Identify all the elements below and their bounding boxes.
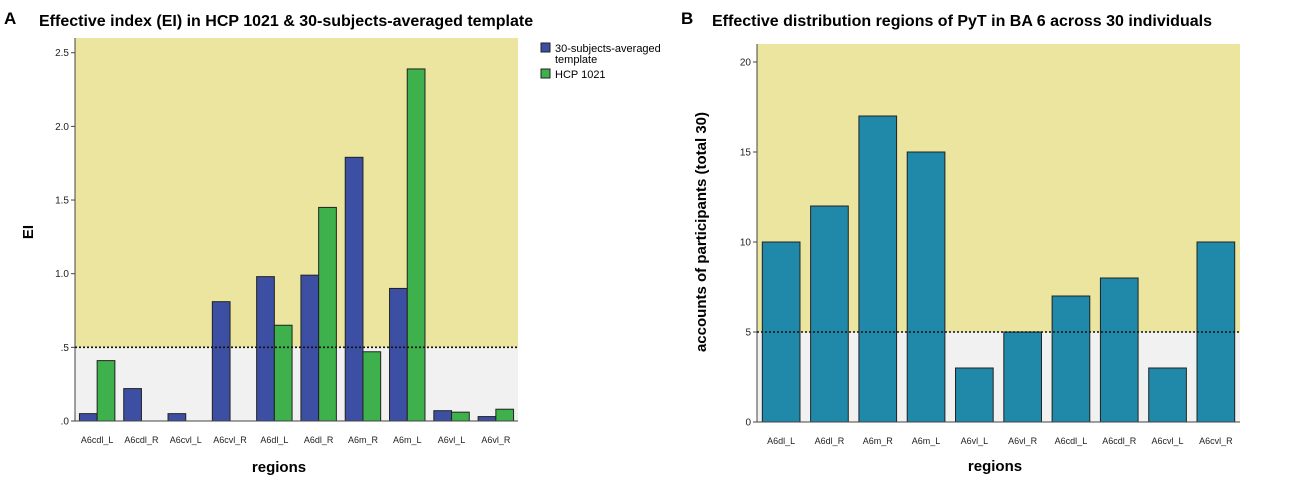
a-x-tick-label: A6vl_R	[481, 435, 511, 445]
a-bar-a6vl_l-s0	[433, 410, 453, 422]
panel-b-axes	[756, 44, 1240, 423]
a-y-tick-label: .5	[61, 343, 70, 354]
panel-b-title: Effective distribution regions of PyT in…	[712, 13, 1212, 30]
b-bar-a6cvl_l	[1148, 367, 1187, 423]
a-x-tick-label: A6vl_L	[438, 435, 466, 445]
a-bar-a6dl_l-s1	[273, 324, 293, 422]
a-bar-a6vl_r-s1	[495, 408, 515, 422]
panel-a-title: Effective index (EI) in HCP 1021 & 30-su…	[39, 13, 533, 30]
a-bar-a6vl_l-s1	[451, 411, 470, 422]
a-upper-zone	[75, 38, 518, 348]
panel-b-y-axis-title: accounts of participants (total 30)	[693, 112, 710, 352]
panel-a-x-ticks: A6cdl_L A6cdl_R A6cvl_L A6cvl_R A6dl_L A6dl_R…	[81, 435, 511, 445]
b-y-tick-label: 10	[740, 238, 752, 249]
b-bar-a6dl_r	[810, 205, 849, 423]
a-y-tick-label: .0	[61, 417, 70, 428]
panel-b-x-ticks: A6dl_L A6dl_R A6m_R A6m_L A6vl_L A6vl_R A6cdl_…	[767, 436, 1233, 446]
panel-a: A Effective index (EI) in HCP 1021 & 30-…	[4, 9, 661, 476]
b-x-tick-label: A6vl_R	[1008, 436, 1038, 446]
b-y-tick-label: 15	[740, 148, 752, 159]
b-x-tick-label: A6dl_L	[767, 436, 795, 446]
b-x-tick-label: A6dl_R	[815, 436, 845, 446]
panel-a-y-axis-title: EI	[20, 225, 37, 239]
b-x-tick-label: A6m_L	[912, 436, 941, 446]
b-x-tick-label: A6cvl_R	[1199, 436, 1233, 446]
b-bar-a6cdl_r	[1099, 277, 1139, 423]
b-x-tick-label: A6m_R	[863, 436, 894, 446]
b-bar-a6vl_l	[955, 367, 994, 423]
panel-b-x-axis-title: regions	[968, 458, 1022, 475]
panel-a-axes	[74, 38, 518, 422]
a-bar-a6m_l-s0	[389, 287, 408, 422]
a-bar-a6cdl_r-s0	[123, 388, 142, 422]
a-lower-zone	[75, 347, 518, 421]
panel-a-zones	[75, 38, 518, 421]
a-x-tick-label: A6cvl_L	[170, 435, 202, 445]
panel-a-bars	[78, 68, 515, 422]
a-x-tick-label: A6m_R	[348, 435, 379, 445]
b-bar-a6cvl_r	[1196, 241, 1236, 423]
a-bar-a6vl_r-s0	[477, 416, 497, 422]
b-bar-a6m_l	[906, 151, 946, 423]
a-x-tick-label: A6cvl_R	[213, 435, 247, 445]
b-y-tick-label: 20	[740, 58, 752, 69]
panel-b-bars	[761, 115, 1236, 423]
panel-a-letter: A	[4, 9, 16, 28]
b-y-tick-label: 0	[745, 418, 751, 429]
a-bar-a6m_r-s1	[362, 351, 382, 422]
a-bar-a6dl_r-s1	[318, 206, 337, 422]
a-bar-a6cdl_l-s0	[78, 413, 98, 422]
a-bar-a6dl_l-s0	[256, 276, 275, 422]
a-bar-a6m_l-s1	[406, 68, 426, 422]
panel-b: B Effective distribution regions of PyT …	[681, 9, 1240, 475]
legend-label-template: template	[555, 54, 597, 66]
legend-label-template: 30-subjects-averaged	[555, 43, 661, 55]
a-y-tick-label: 1.5	[55, 196, 69, 207]
panel-a-y-ticks: .0 .5 1.0 1.5 2.0 2.5	[55, 48, 75, 428]
a-bar-a6cvl_l-s0	[167, 413, 187, 422]
a-bar-a6cvl_r-s0	[211, 301, 231, 422]
b-bar-a6cdl_l	[1051, 295, 1091, 423]
panel-a-x-axis-title: regions	[252, 459, 306, 476]
legend-swatch-template	[540, 42, 551, 53]
legend-label-hcp: HCP 1021	[555, 69, 606, 81]
a-x-tick-label: A6cdl_L	[81, 435, 114, 445]
b-bar-a6vl_r	[1003, 331, 1042, 423]
a-bar-a6m_r-s0	[344, 156, 364, 422]
a-x-tick-label: A6dl_R	[304, 435, 334, 445]
a-y-tick-label: 2.5	[55, 48, 69, 59]
legend-swatch-hcp	[540, 68, 551, 79]
b-y-tick-label: 5	[745, 328, 751, 339]
a-x-tick-label: A6dl_L	[260, 435, 288, 445]
panel-b-letter: B	[681, 9, 693, 28]
b-bar-a6m_r	[858, 115, 898, 423]
b-x-tick-label: A6vl_L	[961, 436, 989, 446]
panel-b-y-ticks: 0 5 10 15 20	[740, 58, 757, 429]
a-bar-a6cdl_l-s1	[96, 360, 116, 422]
a-y-tick-label: 2.0	[55, 122, 69, 133]
b-x-tick-label: A6cvl_L	[1152, 436, 1184, 446]
a-x-tick-label: A6cdl_R	[124, 435, 159, 445]
b-x-tick-label: A6cdl_L	[1055, 436, 1088, 446]
a-x-tick-label: A6m_L	[393, 435, 422, 445]
a-y-tick-label: 1.0	[55, 269, 69, 280]
b-x-tick-label: A6cdl_R	[1102, 436, 1137, 446]
